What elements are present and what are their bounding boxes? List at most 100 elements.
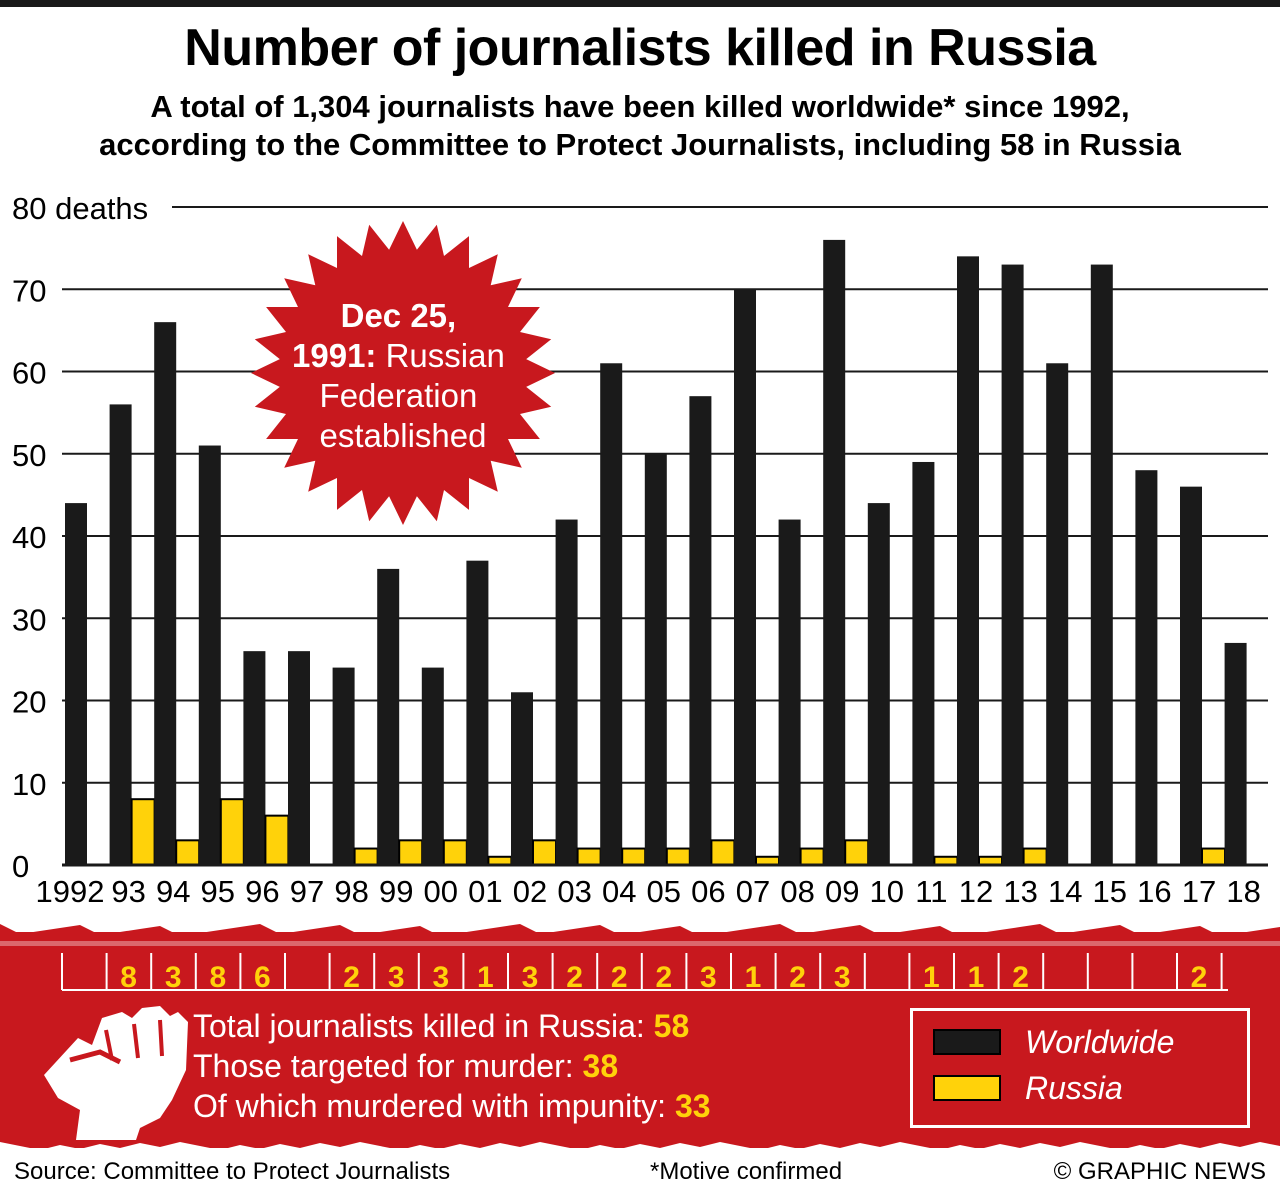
worldwide-bar <box>912 461 935 865</box>
russia-bar <box>532 839 557 867</box>
x-tick-label: 95 <box>201 874 235 909</box>
credit: © GRAPHIC NEWS <box>1053 1158 1266 1185</box>
subtitle-line-2: according to the Committee to Protect Jo… <box>99 127 1181 162</box>
russia-row-value: 2 <box>611 961 628 994</box>
x-tick-label: 1992 <box>36 874 105 909</box>
x-tick-label: 08 <box>780 874 814 909</box>
x-tick-label: 97 <box>290 874 324 909</box>
fist-icon <box>44 1006 188 1140</box>
russia-row-value: 3 <box>432 961 449 994</box>
x-tick-label: 00 <box>424 874 458 909</box>
x-tick-label: 05 <box>647 874 681 909</box>
worldwide-bar <box>1046 363 1069 865</box>
russia-bar <box>398 839 424 867</box>
worldwide-bar <box>109 404 132 865</box>
russia-row-value: 3 <box>522 961 539 994</box>
russia-bar <box>175 839 201 867</box>
y-tick-label: 50 <box>12 438 46 473</box>
worldwide-bar <box>1180 486 1202 865</box>
russia-bar <box>710 839 736 867</box>
y-tick-label: 30 <box>12 602 46 637</box>
x-tick-label: 11 <box>915 874 947 909</box>
russia-bar <box>621 847 647 866</box>
worldwide-bar <box>778 519 801 865</box>
worldwide-bar <box>377 568 400 865</box>
banner-stripe-light <box>0 941 1280 946</box>
russia-bar <box>799 847 825 866</box>
chart-title: Number of journalists killed in Russia <box>184 19 1096 77</box>
legend: Worldwide Russia <box>910 1008 1250 1128</box>
russia-bar <box>1022 847 1048 866</box>
russia-banner <box>0 918 1280 1148</box>
worldwide-bar <box>1224 642 1247 865</box>
russia-row-value: 1 <box>923 961 940 994</box>
worldwide-bar <box>555 519 578 865</box>
russia-row-value: 2 <box>1012 961 1029 994</box>
x-tick-label: 99 <box>379 874 413 909</box>
stat-targeted: Those targeted for murder: 38 <box>193 1048 619 1084</box>
y-tick-label: 0 <box>12 849 29 884</box>
x-tick-label: 12 <box>959 874 993 909</box>
worldwide-bar <box>644 453 667 865</box>
bars <box>65 239 1247 867</box>
worldwide-bar <box>243 651 266 865</box>
x-tick-label: 01 <box>468 874 502 909</box>
annotation-starburst: Dec 25, 1991: Russian Federation establi… <box>251 221 555 525</box>
annotation-federation: Federation <box>320 377 478 414</box>
worldwide-bar <box>65 503 87 865</box>
russia-row-value: 3 <box>388 961 405 994</box>
svg-text:Dec 25, 1991: Russian: Dec 25, 1991: Russian Federation establi… <box>292 297 514 454</box>
russia-row-value: 6 <box>254 961 271 994</box>
footer: Source: Committee to Protect Journalists… <box>0 1158 1280 1188</box>
worldwide-bar <box>1135 470 1158 865</box>
x-tick-label: 10 <box>870 874 904 909</box>
russia-row-value: 8 <box>209 961 226 994</box>
y-tick-label: 60 <box>12 356 46 391</box>
legend-russia: Russia <box>933 1070 1123 1106</box>
russia-row-value: 2 <box>566 961 583 994</box>
annotation-established: established <box>320 417 487 454</box>
russia-row-value: 2 <box>1191 961 1208 994</box>
chart-subtitle: A total of 1,304 journalists have been k… <box>0 88 1280 164</box>
worldwide-bar <box>511 692 533 865</box>
subtitle-line-1: A total of 1,304 journalists have been k… <box>150 89 1130 124</box>
worldwide-bar <box>332 667 355 865</box>
x-tick-label: 18 <box>1226 874 1260 909</box>
russia-bar <box>844 839 870 867</box>
worldwide-bar <box>957 256 979 866</box>
worldwide-bar <box>1090 264 1113 865</box>
legend-swatch-worldwide <box>933 1029 1001 1055</box>
x-tick-label: 93 <box>111 874 145 909</box>
x-tick-label: 16 <box>1137 874 1171 909</box>
russia-bar <box>576 847 602 866</box>
worldwide-bar <box>734 289 756 865</box>
stat-total: Total journalists killed in Russia: 58 <box>193 1008 690 1044</box>
worldwide-bar <box>198 445 221 865</box>
footnote: *Motive confirmed <box>650 1158 843 1185</box>
x-tick-label: 98 <box>334 874 368 909</box>
russia-bar <box>130 798 156 867</box>
y-tick-label: 40 <box>12 520 46 555</box>
x-tick-label: 17 <box>1182 874 1216 909</box>
x-tick-label: 02 <box>513 874 547 909</box>
russia-bar <box>665 847 691 866</box>
starburst-shape <box>251 221 555 525</box>
x-tick-label: 94 <box>156 874 190 909</box>
x-tick-label: 96 <box>245 874 279 909</box>
russia-bar <box>353 847 379 866</box>
banner-top-edge <box>0 905 1280 940</box>
x-tick-label: 03 <box>557 874 591 909</box>
banner-decoration <box>0 905 1280 1160</box>
x-tick-label: 13 <box>1003 874 1037 909</box>
worldwide-bar <box>1001 264 1024 865</box>
russia-row-value: 1 <box>968 961 985 994</box>
legend-worldwide: Worldwide <box>933 1024 1174 1060</box>
x-tick-label: 14 <box>1048 874 1082 909</box>
worldwide-bar <box>867 503 890 865</box>
y-tick-label: 20 <box>12 685 46 720</box>
top-rule <box>0 0 1280 7</box>
worldwide-bar <box>288 651 310 865</box>
annotation-year: 1991: <box>292 337 376 374</box>
